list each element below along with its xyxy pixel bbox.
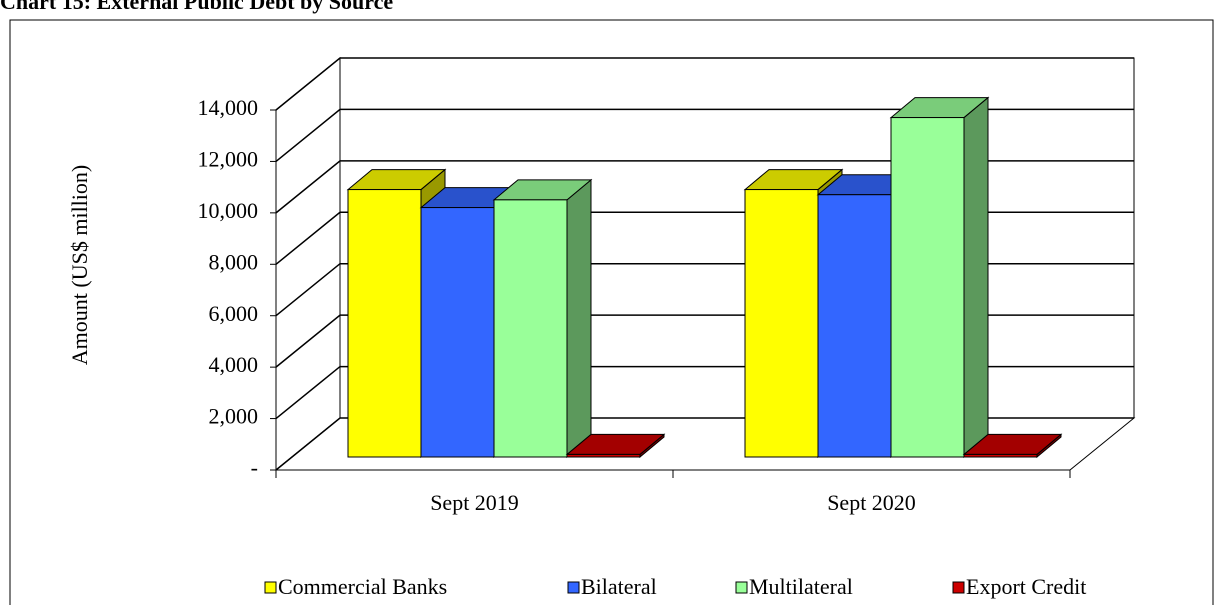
legend-label: Commercial Banks bbox=[278, 574, 447, 599]
y-tick-label: 12,000 bbox=[198, 146, 259, 171]
bar bbox=[963, 453, 1038, 458]
y-tick-label: 14,000 bbox=[198, 95, 259, 120]
side-wall bbox=[275, 56, 341, 472]
y-tick-label: 8,000 bbox=[209, 249, 259, 274]
legend-label: Multilateral bbox=[749, 574, 853, 599]
chart-title: Chart 15: External Public Debt by Source bbox=[0, 0, 393, 14]
legend-label: Export Credit bbox=[966, 574, 1086, 599]
y-axis-label: Amount (US$ million) bbox=[67, 165, 92, 365]
legend-label: Bilateral bbox=[581, 574, 657, 599]
y-tick-label: 4,000 bbox=[209, 352, 259, 377]
legend-swatch bbox=[567, 581, 580, 594]
bar bbox=[566, 453, 641, 458]
legend-swatch bbox=[952, 581, 965, 594]
legend-swatch bbox=[264, 581, 277, 594]
bar bbox=[420, 207, 495, 458]
x-tick-label: Sept 2019 bbox=[430, 490, 519, 515]
bar bbox=[817, 194, 892, 458]
bar bbox=[347, 189, 422, 458]
x-tick-label: Sept 2020 bbox=[827, 490, 916, 515]
grid-line bbox=[275, 160, 1134, 214]
y-tick-label: 2,000 bbox=[209, 404, 259, 429]
bar-side bbox=[566, 178, 592, 459]
bar bbox=[744, 189, 819, 458]
grid-line bbox=[275, 108, 1134, 163]
chart-border bbox=[9, 19, 1214, 610]
grid-line bbox=[275, 57, 1134, 111]
bar bbox=[890, 117, 965, 458]
y-tick-label: 6,000 bbox=[209, 301, 259, 326]
y-tick-label: 10,000 bbox=[198, 198, 259, 223]
bar bbox=[493, 199, 568, 458]
bar-side bbox=[963, 96, 989, 459]
y-tick-label: - bbox=[251, 455, 258, 480]
legend-swatch bbox=[735, 581, 748, 594]
